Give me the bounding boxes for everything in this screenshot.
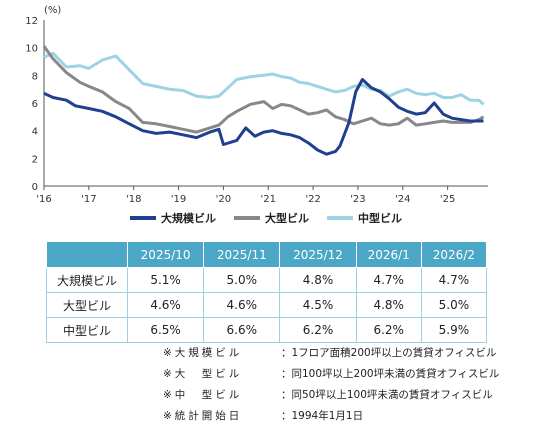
table-header-cell: 2026/2 (420, 241, 488, 268)
table-cell: 4.7% (355, 267, 422, 293)
legend-swatch-large-scale (130, 216, 156, 220)
table-cell: 4.6% (203, 292, 281, 318)
table-header-corner (46, 241, 128, 268)
legend-swatch-medium (327, 216, 353, 220)
table-cell: 6.2% (279, 317, 357, 343)
table-cell: 6.6% (203, 317, 281, 343)
row-label: 大型ビル (46, 292, 128, 318)
table-cell: 4.8% (279, 267, 357, 293)
table-cell: 5.0% (203, 267, 281, 293)
footnotes: ※大規模ビル ：1フロア面積200坪以上の賃貸オフィスビル ※大 型ビル ：同1… (163, 343, 499, 427)
table-header-cell: 2025/10 (126, 241, 205, 268)
footnote-key: ※中 型ビル (163, 389, 243, 401)
footnote-key: ※統計開始日 (163, 410, 243, 422)
footnote-text: ：同50坪以上100坪未満の賃貸オフィスビル (281, 389, 493, 401)
table-header-row: 2025/10 2025/11 2025/12 2026/1 2026/2 (46, 241, 488, 268)
legend-label-medium: 中型ビル (358, 212, 402, 225)
footnote-text: ：1フロア面積200坪以上の賃貸オフィスビル (281, 347, 497, 359)
legend-label-large-scale: 大規模ビル (161, 212, 216, 225)
legend-item-medium: 中型ビル (327, 210, 402, 226)
x-tick-label: '16 (36, 194, 51, 205)
table-row: 大規模ビル 5.1% 5.0% 4.8% 4.7% 4.7% (46, 267, 488, 293)
legend-item-large-scale: 大規模ビル (130, 210, 216, 226)
y-tick-label: 2 (32, 154, 38, 165)
x-tick-label: '25 (440, 194, 455, 205)
table-header-cell: 2025/12 (279, 241, 357, 268)
y-tick-label: 12 (25, 16, 38, 27)
table-cell: 4.7% (420, 267, 488, 293)
footnote-key: ※大規模ビル (163, 347, 243, 359)
y-tick-label: 0 (32, 182, 38, 193)
vacancy-rate-table: 2025/10 2025/11 2025/12 2026/1 2026/2 大規… (46, 241, 488, 343)
table-cell: 6.5% (126, 317, 205, 343)
footnote: ※大規模ビル ：1フロア面積200坪以上の賃貸オフィスビル (163, 343, 499, 364)
table-cell: 5.0% (420, 292, 488, 318)
x-tick-label: '19 (171, 194, 186, 205)
table-row: 大型ビル 4.6% 4.6% 4.5% 4.8% 5.0% (46, 292, 488, 318)
series-line-large (42, 45, 485, 134)
footnote-key: ※大 型ビル (163, 368, 243, 380)
table-row: 中型ビル 6.5% 6.6% 6.2% 6.2% 5.9% (46, 317, 488, 343)
y-tick-label: 6 (32, 99, 38, 110)
series-line-large-scale (43, 78, 484, 156)
footnote: ※大 型ビル ：同100坪以上200坪未満の賃貸オフィスビル (163, 364, 499, 385)
table-cell: 4.8% (355, 292, 422, 318)
x-tick-label: '23 (350, 194, 365, 205)
table-cell: 6.2% (355, 317, 422, 343)
footnote-text: ：1994年1月1日 (281, 410, 364, 422)
table-cell: 4.6% (126, 292, 205, 318)
table-cell: 5.1% (126, 267, 205, 293)
footnote: ※中 型ビル ：同50坪以上100坪未満の賃貸オフィスビル (163, 385, 499, 406)
y-unit-label: (%) (44, 5, 61, 16)
chart-legend: 大規模ビル 大型ビル 中型ビル (130, 210, 402, 226)
table-cell: 5.9% (420, 317, 488, 343)
x-tick-label: '20 (216, 194, 231, 205)
x-tick-label: '22 (305, 194, 320, 205)
footnote: ※統計開始日 ：1994年1月1日 (163, 406, 499, 427)
table-header-cell: 2026/1 (355, 241, 422, 268)
legend-item-large: 大型ビル (234, 210, 309, 226)
footnote-text: ：同100坪以上200坪未満の賃貸オフィスビル (281, 368, 500, 380)
vacancy-rate-line-chart: 0 2 4 6 8 10 12 '16 '17 '18 '19 '20 '21 '22 '23 '24 '25… (25, 5, 488, 205)
row-label: 中型ビル (46, 317, 128, 343)
legend-swatch-large (234, 216, 260, 220)
x-tick-label: '18 (126, 194, 141, 205)
legend-label-large: 大型ビル (265, 212, 309, 225)
y-tick-label: 8 (32, 71, 38, 82)
table-cell: 4.5% (279, 292, 357, 318)
x-tick-label: '21 (261, 194, 276, 205)
y-tick-label: 10 (25, 44, 38, 55)
x-tick-label: '17 (81, 194, 96, 205)
series-line-medium (43, 51, 485, 106)
row-label: 大規模ビル (46, 267, 128, 293)
table-header-cell: 2025/11 (203, 241, 281, 268)
y-tick-label: 4 (32, 127, 38, 138)
x-tick-label: '24 (395, 194, 410, 205)
